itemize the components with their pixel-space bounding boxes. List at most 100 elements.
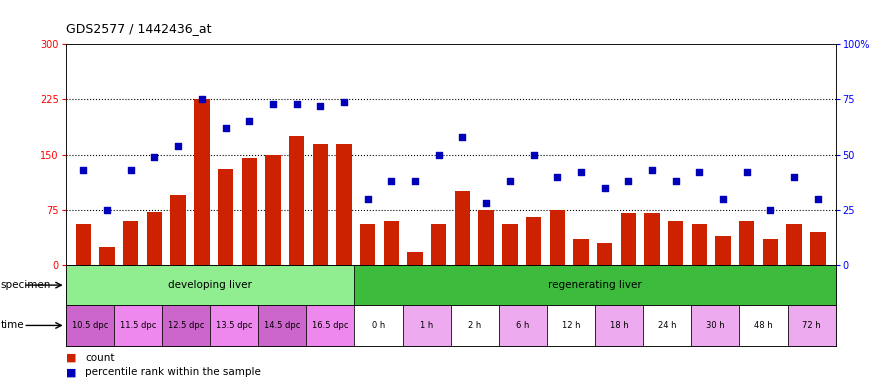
Bar (643, 305, 691, 346)
Point (739, 169, 753, 175)
Bar (810, 232, 825, 265)
Bar (502, 225, 517, 265)
Text: GDS2577 / 1442436_at: GDS2577 / 1442436_at (66, 22, 211, 35)
Bar (788, 305, 836, 346)
Text: specimen: specimen (1, 280, 52, 290)
Bar (691, 305, 739, 346)
Bar (218, 169, 234, 265)
Bar (763, 239, 778, 265)
Point (668, 178, 682, 184)
Point (337, 98, 351, 104)
Bar (194, 99, 209, 265)
Point (266, 101, 280, 107)
Bar (455, 191, 470, 265)
Point (716, 196, 730, 202)
Point (148, 154, 162, 160)
Point (313, 103, 327, 109)
Bar (451, 305, 499, 346)
Text: 2 h: 2 h (468, 321, 481, 330)
Point (788, 174, 802, 180)
Text: ■: ■ (66, 353, 76, 363)
Text: 30 h: 30 h (706, 321, 724, 330)
Text: 1 h: 1 h (420, 321, 433, 330)
Bar (360, 225, 375, 265)
Bar (336, 144, 352, 265)
Bar (787, 225, 802, 265)
Point (195, 96, 209, 103)
Point (456, 134, 470, 140)
Bar (739, 305, 788, 346)
Text: 12 h: 12 h (562, 321, 580, 330)
Point (811, 196, 825, 202)
Point (764, 207, 778, 213)
Point (692, 169, 706, 175)
Point (100, 207, 114, 213)
Bar (354, 265, 836, 305)
Text: 6 h: 6 h (516, 321, 529, 330)
Point (123, 167, 137, 173)
Text: 13.5 dpc: 13.5 dpc (216, 321, 252, 330)
Text: count: count (85, 353, 115, 363)
Bar (620, 214, 636, 265)
Bar (573, 239, 589, 265)
Text: 16.5 dpc: 16.5 dpc (312, 321, 348, 330)
Bar (354, 305, 402, 346)
Point (219, 125, 233, 131)
Bar (114, 305, 162, 346)
Bar (550, 210, 565, 265)
Bar (76, 225, 91, 265)
Text: 11.5 dpc: 11.5 dpc (120, 321, 156, 330)
Point (480, 200, 494, 206)
Text: 10.5 dpc: 10.5 dpc (72, 321, 108, 330)
Point (242, 118, 256, 124)
Bar (499, 305, 547, 346)
Text: percentile rank within the sample: percentile rank within the sample (85, 367, 261, 377)
Bar (644, 214, 660, 265)
Bar (210, 305, 258, 346)
Point (550, 174, 564, 180)
Text: 0 h: 0 h (372, 321, 385, 330)
Bar (431, 225, 446, 265)
Bar (408, 252, 423, 265)
Bar (306, 305, 354, 346)
Bar (100, 247, 115, 265)
Bar (289, 136, 304, 265)
Bar (312, 144, 328, 265)
Text: developing liver: developing liver (168, 280, 252, 290)
Text: 48 h: 48 h (754, 321, 773, 330)
Bar (692, 225, 707, 265)
Text: 18 h: 18 h (610, 321, 628, 330)
Bar (547, 305, 595, 346)
Point (598, 185, 612, 191)
Text: 72 h: 72 h (802, 321, 821, 330)
Text: 12.5 dpc: 12.5 dpc (168, 321, 204, 330)
Text: ■: ■ (66, 367, 76, 377)
Text: time: time (1, 320, 24, 331)
Bar (668, 221, 683, 265)
Point (360, 196, 374, 202)
Text: 24 h: 24 h (658, 321, 676, 330)
Point (408, 178, 422, 184)
Point (574, 169, 588, 175)
Text: 14.5 dpc: 14.5 dpc (264, 321, 300, 330)
Bar (384, 221, 399, 265)
Bar (716, 235, 731, 265)
Point (384, 178, 398, 184)
Bar (595, 305, 643, 346)
Bar (265, 154, 281, 265)
Bar (66, 305, 114, 346)
Bar (171, 195, 186, 265)
Bar (147, 212, 162, 265)
Bar (123, 221, 138, 265)
Bar (162, 305, 210, 346)
Point (172, 143, 186, 149)
Point (76, 167, 90, 173)
Text: regenerating liver: regenerating liver (548, 280, 642, 290)
Bar (258, 305, 306, 346)
Bar (526, 217, 542, 265)
Bar (739, 221, 754, 265)
Bar (402, 305, 451, 346)
Point (527, 152, 541, 158)
Bar (66, 265, 354, 305)
Bar (479, 210, 494, 265)
